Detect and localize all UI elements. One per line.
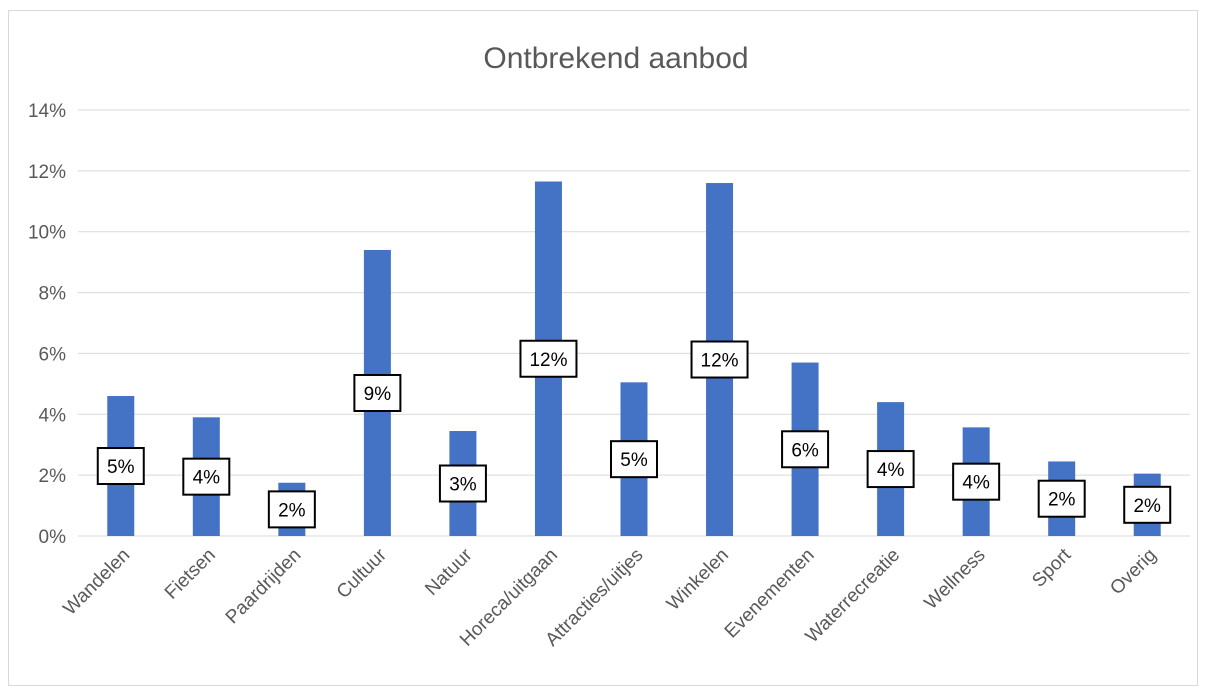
y-tick-label: 2% [39,466,67,487]
x-tick-label: Overig [1106,545,1160,599]
data-label-text: 12% [529,350,567,371]
data-label: 5% [96,447,145,486]
gridlines [78,109,1190,537]
data-label: 12% [519,339,578,378]
data-label: 2% [1037,479,1086,518]
x-tick-label: Wellness [921,545,990,614]
data-label: 2% [1123,485,1172,524]
chart-title: Ontbrekend aanbod [483,42,748,75]
data-label-box [952,462,1001,501]
data-label-text: 5% [107,457,135,478]
y-tick-label: 4% [39,405,67,426]
data-label-text: 6% [791,440,819,461]
data-label-text: 4% [193,468,221,489]
y-tick-label: 10% [28,223,66,244]
x-tick-label: Winkelen [663,545,733,615]
data-label-text: 4% [877,460,905,481]
bars [107,181,1161,536]
data-label: 9% [353,373,402,412]
data-label-box [1037,479,1086,518]
data-label-text: 9% [364,384,392,405]
data-label-box [519,339,578,378]
data-label-text: 5% [620,450,648,471]
x-tick-label: Evenementen [721,545,819,643]
y-tick-label: 6% [39,344,67,365]
data-labels: 5% 4% 2% 9% 3% 12% 5% 12% 6% 4% 4% 2% 2% [96,339,1172,529]
chart-frame [8,10,1198,686]
data-label-box [690,340,749,379]
x-tick-label: Natuur [421,544,477,600]
y-tick-label: 14% [28,101,66,122]
data-label-box [610,440,658,479]
data-label-text: 2% [1133,496,1161,517]
x-axis-ticks: Wandelen Fietsen Paardrijden Cultuur NatuurH… [59,544,1160,650]
y-tick-label: 8% [39,284,67,305]
data-label: 3% [438,464,487,503]
x-tick-label: Sport [1028,544,1075,591]
data-label-text: 2% [1048,490,1076,511]
data-label-box [438,464,487,503]
data-label: 6% [781,430,830,469]
x-tick-label: Cultuur [333,544,392,603]
data-label-text: 2% [278,500,306,521]
data-label: 12% [690,340,749,379]
x-tick-label: Paardrijden [222,545,306,629]
y-axis-ticks: 0% 2% 4% 6% 8% 10% 12% 14% [28,101,66,548]
data-label-box [1123,485,1172,524]
data-label-box [182,457,231,496]
data-label-box [781,430,830,469]
data-label-text: 12% [701,351,739,372]
data-label: 4% [952,462,1001,501]
y-tick-label: 0% [39,527,67,548]
data-label: 4% [866,450,915,489]
x-tick-label: Wandelen [59,545,134,620]
data-label-box [267,490,316,529]
data-label-text: 3% [449,475,477,496]
data-label-box [96,447,145,486]
data-label-box [353,373,402,412]
data-label: 4% [182,457,231,496]
data-label: 5% [610,440,658,479]
y-tick-label: 12% [28,162,66,183]
data-label-text: 4% [962,473,990,494]
data-label-box [866,450,915,489]
x-tick-label: Fietsen [161,545,220,604]
data-label: 2% [267,490,316,529]
